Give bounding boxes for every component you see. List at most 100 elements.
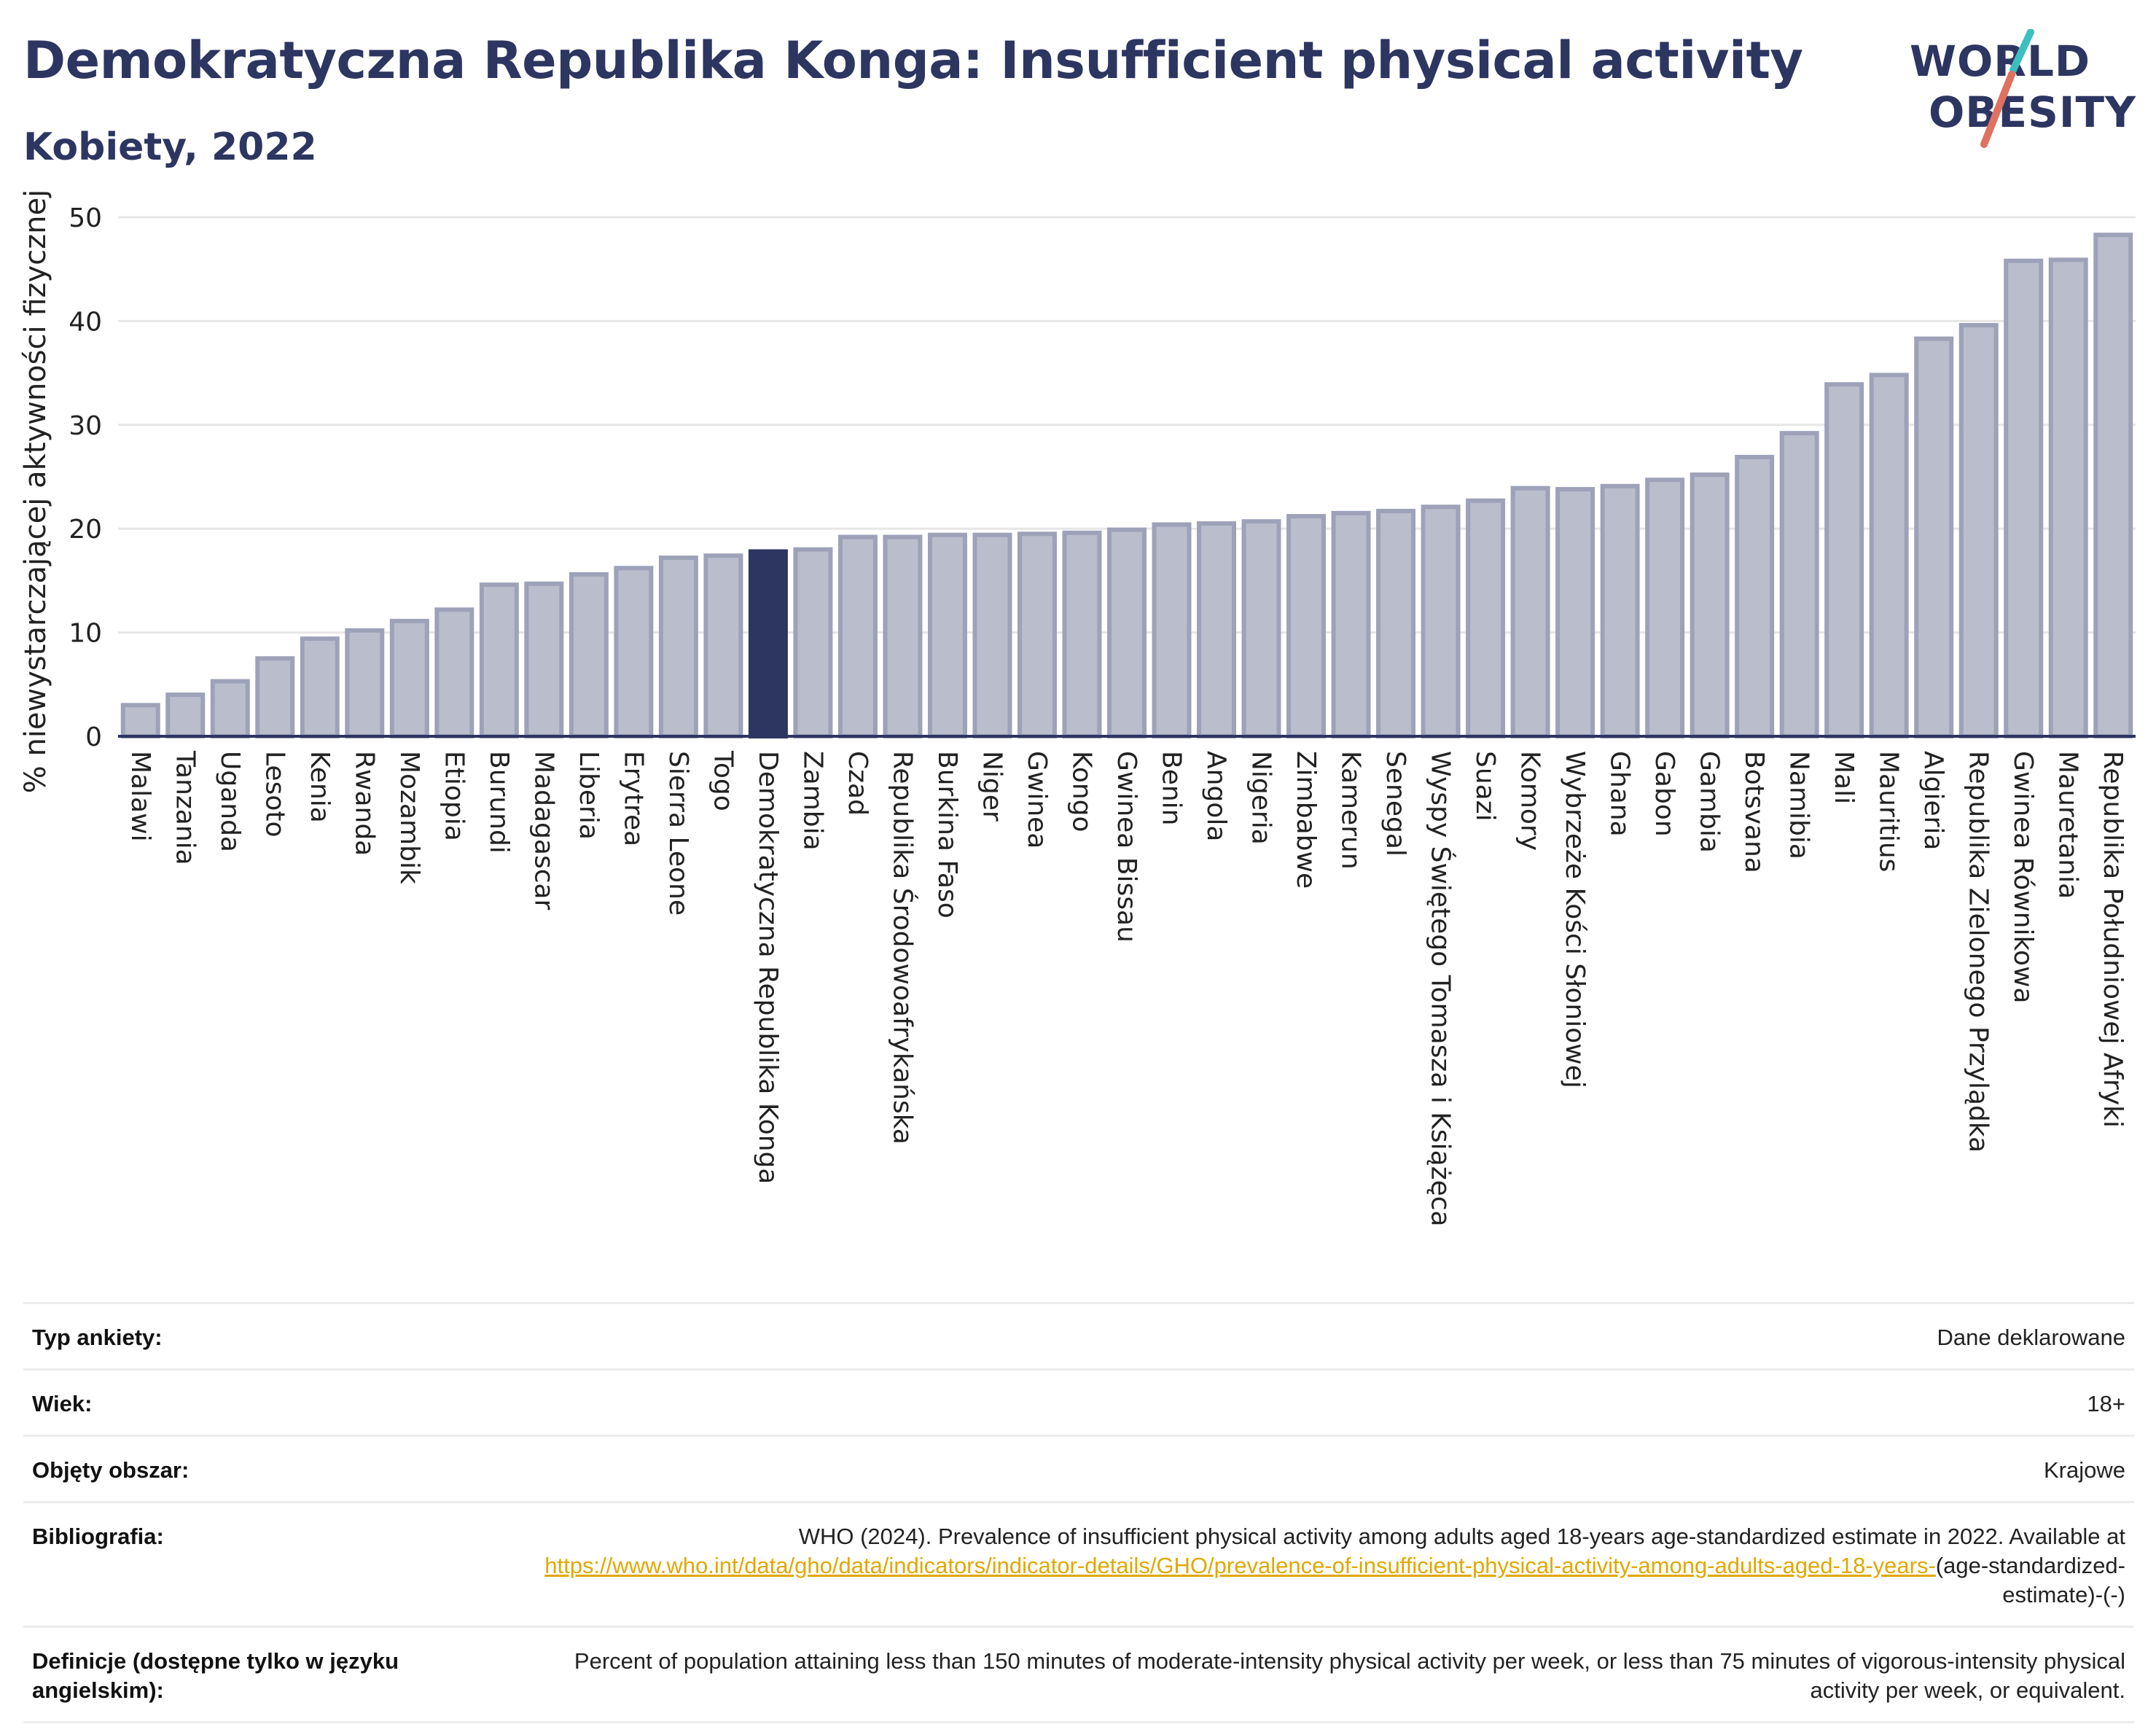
x-tick-label: Mozambik bbox=[394, 751, 424, 884]
x-tick-label: Republika Zielonego Przylądka bbox=[1964, 751, 1993, 1153]
bar bbox=[389, 618, 429, 738]
bar bbox=[1645, 477, 1685, 738]
y-tick-label: 50 bbox=[69, 203, 102, 233]
bar bbox=[972, 532, 1012, 738]
x-tick-label: Algieria bbox=[1918, 751, 1948, 851]
bar-chart: 0 10 20 30 40 50 % niewystarczającej aktywnośc… bbox=[19, 190, 2136, 1227]
x-tick-label: Mali bbox=[1829, 751, 1859, 804]
x-tick-label: Tanzania bbox=[170, 750, 200, 865]
bar bbox=[120, 703, 160, 739]
meta-value: 18+ bbox=[2087, 1391, 2125, 1416]
bibliography-link[interactable]: https://www.who.int/data/gho/data/indica… bbox=[544, 1553, 1936, 1578]
x-tick-label: Republika Środowoafrykańska bbox=[887, 751, 918, 1145]
x-tick-label: Gwinea Równikowa bbox=[2008, 751, 2038, 1004]
logo-slash-icon bbox=[1980, 29, 2034, 148]
bar bbox=[1466, 498, 1506, 738]
x-tick-label: Togo bbox=[708, 750, 738, 811]
chart-title: Demokratyczna Republika Konga: Insuffici… bbox=[23, 31, 1803, 90]
bar bbox=[1600, 483, 1640, 738]
x-tick-label: Rwanda bbox=[349, 751, 379, 856]
bar bbox=[2093, 233, 2133, 738]
y-tick-label: 40 bbox=[69, 307, 102, 337]
x-tick-label: Gwinea Bissau bbox=[1112, 751, 1141, 943]
bar bbox=[793, 547, 833, 738]
bar bbox=[1376, 508, 1416, 738]
bar bbox=[748, 549, 788, 739]
x-tick-label: Kenia bbox=[305, 751, 335, 823]
meta-value: Percent of population attaining less tha… bbox=[574, 1648, 2125, 1703]
bar bbox=[1958, 323, 1999, 738]
x-tick-label: Ghana bbox=[1605, 751, 1635, 837]
meta-row-bibliography: Bibliografia: WHO (2024). Prevalence of … bbox=[23, 1501, 2134, 1626]
meta-key: Objęty obszar: bbox=[32, 1457, 190, 1483]
x-tick-label: Demokratyczna Republika Konga bbox=[753, 751, 783, 1184]
bar bbox=[1017, 531, 1057, 738]
bar bbox=[1690, 472, 1730, 738]
bar bbox=[837, 534, 878, 738]
x-tick-label: Gwinea bbox=[1022, 751, 1052, 849]
world-obesity-logo: WORLD OBESITY bbox=[1902, 29, 2143, 153]
bar bbox=[1779, 431, 1819, 738]
x-tick-label: Uganda bbox=[215, 751, 245, 852]
x-tick-label: Botsvana bbox=[1739, 751, 1769, 873]
x-tick-label: Senegal bbox=[1380, 751, 1410, 857]
x-tick-label: Kongo bbox=[1066, 751, 1096, 833]
chart-subtitle: Kobiety, 2022 bbox=[23, 125, 317, 169]
meta-row-age: Wiek: 18+ bbox=[23, 1368, 2134, 1435]
x-tick-label: Zimbabwe bbox=[1291, 751, 1321, 889]
x-tick-label: Benin bbox=[1157, 751, 1187, 825]
x-tick-label: Wyspy Świętego Tomasza i Książęca bbox=[1426, 751, 1456, 1227]
x-tick-label: Madagascar bbox=[528, 751, 558, 911]
y-tick-label: 10 bbox=[69, 619, 102, 649]
bar bbox=[1510, 486, 1550, 738]
x-tick-label: Komory bbox=[1515, 751, 1545, 851]
y-axis-label: % niewystarczającej aktywności fizycznej bbox=[19, 190, 52, 794]
bar bbox=[703, 553, 743, 738]
meta-row-survey-type: Typ ankiety: Dane deklarowane bbox=[23, 1302, 2134, 1368]
bar bbox=[255, 656, 295, 739]
bar bbox=[883, 534, 923, 738]
meta-row-definitions: Definicje (dostępne tylko w języku angie… bbox=[23, 1626, 2134, 1723]
x-tick-label: Mauritius bbox=[1874, 751, 1904, 872]
bar bbox=[1824, 382, 1864, 738]
bibliography-suffix: (age-standardized-estimate)-(-) bbox=[1935, 1553, 2125, 1607]
x-tick-label: Czad bbox=[843, 751, 872, 816]
bar bbox=[1421, 504, 1461, 738]
metadata-table: Typ ankiety: Dane deklarowane Wiek: 18+ … bbox=[23, 1302, 2134, 1723]
x-tick-label: Gambia bbox=[1695, 751, 1725, 853]
meta-key: Definicje (dostępne tylko w języku angie… bbox=[32, 1648, 399, 1703]
x-tick-label: Erytrea bbox=[618, 751, 648, 846]
bar bbox=[1914, 336, 1954, 739]
x-tick-label: Wybrzeże Kości Słoniowej bbox=[1560, 751, 1590, 1088]
x-tick-label: Etiopia bbox=[439, 751, 469, 841]
bar bbox=[614, 566, 654, 739]
bar bbox=[927, 532, 967, 738]
meta-key: Bibliografia: bbox=[32, 1524, 164, 1549]
bar bbox=[300, 636, 340, 738]
x-tick-label: Gabon bbox=[1649, 751, 1679, 837]
bar bbox=[434, 607, 474, 738]
x-tick-label: Namibia bbox=[1784, 751, 1814, 859]
meta-key: Typ ankiety: bbox=[32, 1325, 163, 1350]
x-tick-label: Mauretania bbox=[2053, 751, 2083, 899]
bar bbox=[524, 581, 564, 738]
meta-value: Krajowe bbox=[2044, 1457, 2125, 1483]
meta-value: WHO (2024). Prevalence of insufficient p… bbox=[513, 1522, 2125, 1610]
bar bbox=[1555, 487, 1595, 738]
bar bbox=[658, 555, 698, 739]
x-tick-label: Angola bbox=[1201, 751, 1231, 841]
bar bbox=[1286, 514, 1327, 738]
bar bbox=[1869, 373, 1909, 738]
x-tick-label: Burundi bbox=[484, 751, 514, 854]
x-tick-label: Suazi bbox=[1470, 751, 1500, 822]
bar bbox=[1735, 454, 1775, 738]
x-tick-label: Malawi bbox=[125, 751, 155, 842]
bar bbox=[345, 628, 385, 739]
logo-line-2: OBESITY bbox=[1929, 87, 2137, 137]
bar bbox=[479, 582, 519, 739]
x-tick-label: Sierra Leone bbox=[663, 751, 693, 916]
logo-line-1: WORLD bbox=[1910, 36, 2091, 86]
y-tick-label: 20 bbox=[69, 515, 102, 545]
meta-row-coverage: Objęty obszar: Krajowe bbox=[23, 1435, 2134, 1501]
meta-key: Wiek: bbox=[32, 1391, 93, 1416]
